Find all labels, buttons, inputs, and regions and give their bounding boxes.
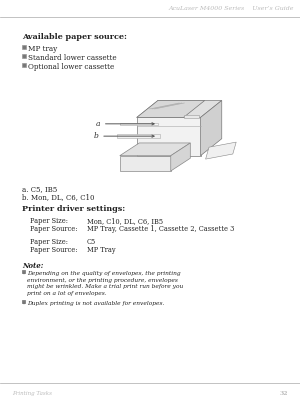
Polygon shape	[206, 142, 236, 159]
Text: might be wrinkled. Make a trial print run before you: might be wrinkled. Make a trial print ru…	[27, 284, 183, 290]
Polygon shape	[120, 122, 158, 125]
Polygon shape	[137, 100, 205, 118]
Polygon shape	[120, 156, 171, 171]
Text: 32: 32	[280, 391, 288, 396]
Text: MP Tray, Cassette 1, Cassette 2, Cassette 3: MP Tray, Cassette 1, Cassette 2, Cassett…	[87, 226, 234, 234]
Text: print on a lot of envelopes.: print on a lot of envelopes.	[27, 291, 106, 296]
Text: Available paper source:: Available paper source:	[22, 33, 127, 41]
Text: AcuLaser M4000 Series    User’s Guide: AcuLaser M4000 Series User’s Guide	[169, 6, 294, 11]
Text: Note:: Note:	[22, 262, 44, 270]
Polygon shape	[200, 100, 222, 156]
Text: environment, or the printing procedure, envelopes: environment, or the printing procedure, …	[27, 278, 178, 283]
Text: MP tray: MP tray	[28, 45, 57, 53]
Bar	[23, 271, 24, 273]
Text: b. Mon, DL, C6, C10: b. Mon, DL, C6, C10	[22, 194, 94, 202]
Text: Mon, C10, DL, C6, IB5: Mon, C10, DL, C6, IB5	[87, 218, 163, 226]
Polygon shape	[120, 143, 190, 156]
Bar	[23, 301, 24, 303]
Bar	[22, 270, 25, 274]
Bar	[22, 54, 26, 58]
Text: Printing Tasks: Printing Tasks	[12, 391, 52, 396]
Text: a. C5, IB5: a. C5, IB5	[22, 186, 57, 194]
Text: Paper Source:: Paper Source:	[30, 226, 77, 234]
Bar	[23, 55, 25, 57]
Bar	[23, 46, 25, 48]
Text: C5: C5	[87, 238, 96, 246]
Text: Paper Source:: Paper Source:	[30, 246, 77, 254]
Text: Printer driver settings:: Printer driver settings:	[22, 206, 125, 214]
Text: Duplex printing is not available for envelopes.: Duplex printing is not available for env…	[27, 302, 164, 306]
Bar	[23, 64, 25, 66]
Bar	[22, 300, 25, 304]
Polygon shape	[137, 118, 200, 156]
Polygon shape	[184, 115, 199, 118]
Text: b: b	[93, 132, 98, 140]
Polygon shape	[171, 143, 190, 171]
Bar	[22, 63, 26, 67]
Polygon shape	[137, 100, 222, 118]
Text: Paper Size:: Paper Size:	[30, 218, 68, 226]
Text: Standard lower cassette: Standard lower cassette	[28, 54, 117, 62]
Text: Optional lower cassette: Optional lower cassette	[28, 63, 114, 71]
Text: MP Tray: MP Tray	[87, 246, 116, 254]
Text: Depending on the quality of envelopes, the printing: Depending on the quality of envelopes, t…	[27, 272, 181, 276]
Text: a: a	[95, 120, 100, 128]
Text: Paper Size:: Paper Size:	[30, 238, 68, 246]
Polygon shape	[117, 134, 160, 138]
Bar	[22, 45, 26, 49]
